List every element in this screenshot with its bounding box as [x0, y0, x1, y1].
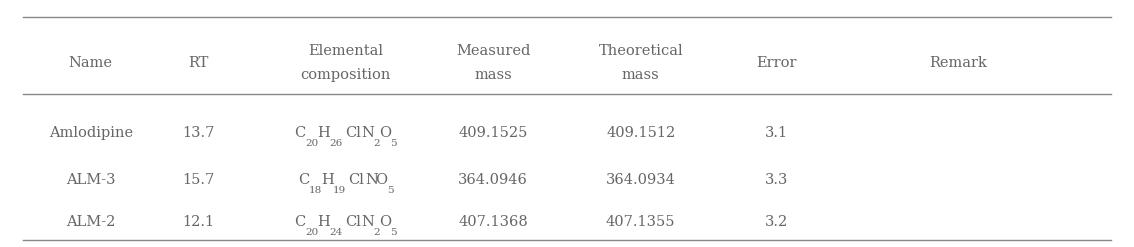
Text: ALM-3: ALM-3: [66, 173, 116, 187]
Text: O: O: [375, 173, 388, 187]
Text: N: N: [362, 215, 374, 229]
Text: N: N: [365, 173, 378, 187]
Text: 407.1355: 407.1355: [606, 215, 676, 229]
Text: 20: 20: [305, 139, 319, 148]
Text: H: H: [321, 173, 333, 187]
Text: N: N: [362, 126, 374, 140]
Text: 12.1: 12.1: [183, 215, 214, 229]
Text: Theoretical: Theoretical: [599, 44, 683, 58]
Text: H: H: [318, 126, 330, 140]
Text: mass: mass: [621, 68, 660, 82]
Text: 26: 26: [329, 139, 342, 148]
Text: Name: Name: [69, 56, 112, 70]
Text: O: O: [379, 215, 391, 229]
Text: 3.3: 3.3: [765, 173, 788, 187]
Text: Elemental: Elemental: [308, 44, 383, 58]
Text: RT: RT: [188, 56, 209, 70]
Text: 20: 20: [305, 228, 319, 237]
Text: 364.0934: 364.0934: [606, 173, 676, 187]
Text: Remark: Remark: [929, 56, 988, 70]
Text: 409.1525: 409.1525: [458, 126, 528, 140]
Text: Amlodipine: Amlodipine: [49, 126, 133, 140]
Text: 5: 5: [390, 139, 397, 148]
Text: 5: 5: [387, 186, 393, 195]
Text: 13.7: 13.7: [183, 126, 214, 140]
Text: Cl: Cl: [345, 126, 361, 140]
Text: 3.1: 3.1: [765, 126, 788, 140]
Text: 2: 2: [373, 139, 380, 148]
Text: Cl: Cl: [345, 215, 361, 229]
Text: H: H: [318, 215, 330, 229]
Text: 24: 24: [329, 228, 342, 237]
Text: 2: 2: [373, 228, 380, 237]
Text: C: C: [295, 215, 305, 229]
Text: Error: Error: [756, 56, 797, 70]
Text: 3.2: 3.2: [765, 215, 788, 229]
Text: 15.7: 15.7: [183, 173, 214, 187]
Text: C: C: [298, 173, 308, 187]
Text: 409.1512: 409.1512: [606, 126, 676, 140]
Text: 5: 5: [390, 228, 397, 237]
Text: C: C: [295, 126, 305, 140]
Text: 18: 18: [308, 186, 322, 195]
Text: O: O: [379, 126, 391, 140]
Text: mass: mass: [474, 68, 513, 82]
Text: Measured: Measured: [456, 44, 531, 58]
Text: 407.1368: 407.1368: [458, 215, 528, 229]
Text: 364.0946: 364.0946: [458, 173, 528, 187]
Text: composition: composition: [301, 68, 391, 82]
Text: 19: 19: [332, 186, 346, 195]
Text: Cl: Cl: [348, 173, 364, 187]
Text: ALM-2: ALM-2: [66, 215, 116, 229]
